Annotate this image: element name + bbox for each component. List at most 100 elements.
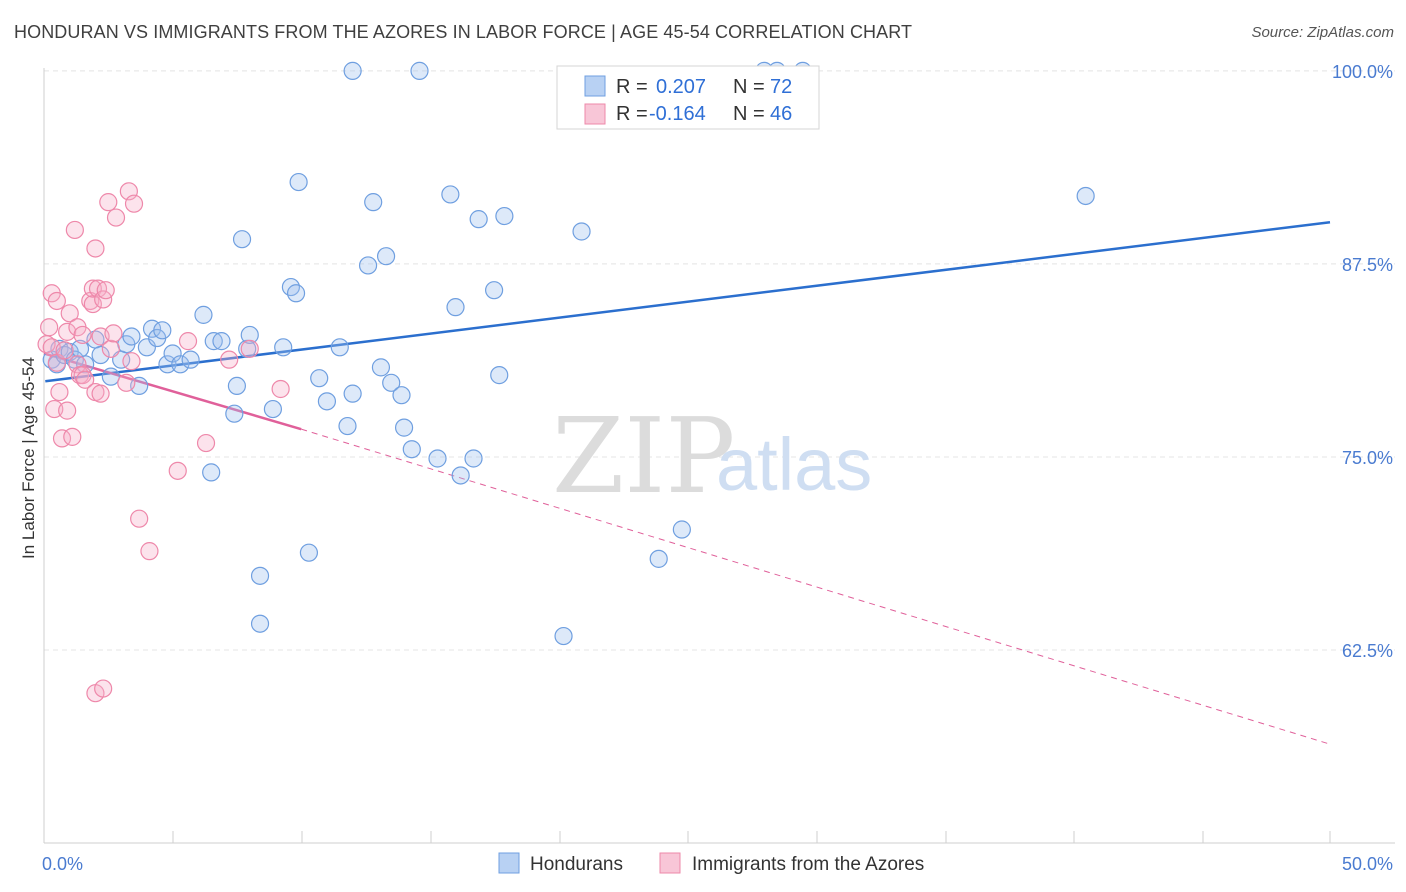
- point-azores: [91, 384, 110, 403]
- point-azores: [47, 291, 66, 311]
- point-hondurans: [181, 350, 200, 369]
- point-hondurans: [289, 172, 308, 192]
- point-hondurans: [153, 321, 172, 340]
- point-azores: [106, 208, 126, 227]
- watermark-zip: ZIP: [552, 395, 735, 517]
- point-azores: [63, 427, 82, 446]
- y-tick-label: 62.5%: [1342, 641, 1393, 661]
- point-hondurans: [76, 355, 95, 374]
- chart-title: HONDURAN VS IMMIGRANTS FROM THE AZORES I…: [14, 22, 913, 42]
- point-hondurans: [343, 61, 362, 80]
- point-hondurans: [240, 325, 259, 345]
- point-hondurans: [263, 399, 283, 419]
- point-hondurans: [554, 626, 573, 646]
- legend-n-value-2: 46: [770, 103, 792, 125]
- trendline-azores: [43, 352, 302, 431]
- point-hondurans: [91, 345, 110, 365]
- legend-n-label-1: N =: [733, 76, 765, 98]
- point-azores: [101, 339, 120, 358]
- tick-labels: 62.5% 75.0% 87.5% 100.0% 0.0% 50.0%: [42, 62, 1393, 874]
- point-azores: [88, 279, 108, 298]
- point-azores: [240, 339, 259, 358]
- point-azores: [76, 370, 95, 389]
- point-hondurans: [101, 367, 120, 386]
- point-azores: [196, 433, 216, 453]
- point-azores: [50, 382, 69, 402]
- point-azores: [104, 324, 123, 343]
- axes: [43, 68, 1395, 844]
- point-hondurans: [495, 206, 514, 226]
- point-hondurans: [428, 449, 447, 468]
- y-tick-label: 87.5%: [1342, 255, 1393, 275]
- y-tick-label: 75.0%: [1342, 448, 1393, 468]
- point-azores: [60, 304, 79, 323]
- point-hondurans: [310, 369, 329, 388]
- point-hondurans: [227, 376, 246, 396]
- y-axis-label: In Labor Force | Age 45-54: [19, 357, 38, 559]
- y-tick-label: 100.0%: [1332, 62, 1393, 82]
- point-azores: [68, 355, 87, 374]
- point-hondurans: [232, 230, 252, 249]
- point-hondurans: [672, 520, 691, 539]
- point-hondurans: [1076, 186, 1095, 206]
- stats-legend: R = 0.207 N = 72 R = -0.164 N = 46: [556, 65, 820, 130]
- point-azores: [130, 509, 149, 528]
- point-azores: [168, 461, 187, 480]
- point-hondurans: [286, 284, 306, 303]
- source-label: Source: ZipAtlas.com: [1251, 24, 1394, 41]
- point-hondurans: [330, 338, 349, 357]
- point-hondurans: [194, 305, 213, 324]
- legend-swatch-hondurans: [584, 75, 606, 97]
- point-azores: [40, 318, 59, 337]
- series-legend: Hondurans Immigrants from the Azores: [498, 852, 924, 875]
- point-azores: [96, 281, 115, 300]
- point-hondurans: [490, 365, 509, 385]
- point-hondurans: [649, 549, 668, 568]
- trendline-azores-extension: [301, 428, 1331, 745]
- point-hondurans: [158, 355, 177, 374]
- point-hondurans: [392, 386, 411, 405]
- legend-n-value-1: 72: [770, 76, 792, 98]
- point-hondurans: [364, 193, 383, 212]
- point-hondurans: [250, 566, 270, 585]
- bottom-swatch-azores: [659, 852, 681, 874]
- legend-r-label-1: R =: [616, 76, 648, 98]
- point-hondurans: [317, 392, 337, 411]
- point-hondurans: [358, 256, 378, 275]
- point-hondurans: [485, 281, 504, 300]
- watermark-atlas: atlas: [716, 423, 872, 506]
- point-hondurans: [225, 404, 244, 423]
- point-hondurans: [343, 384, 362, 403]
- point-hondurans: [402, 440, 421, 459]
- point-hondurans: [171, 355, 190, 374]
- legend-r-value-2: -0.164: [649, 103, 706, 125]
- point-azores: [58, 401, 77, 420]
- legend-r-label-2: R =: [616, 103, 648, 125]
- point-azores: [58, 322, 77, 341]
- point-hondurans: [451, 466, 470, 485]
- bottom-swatch-hondurans: [498, 852, 520, 874]
- point-azores: [94, 679, 113, 698]
- point-hondurans: [376, 247, 396, 266]
- point-hondurans: [572, 222, 591, 241]
- point-hondurans: [410, 61, 429, 80]
- point-hondurans: [371, 358, 391, 377]
- point-azores: [86, 239, 105, 258]
- point-hondurans: [464, 449, 483, 468]
- point-hondurans: [446, 298, 465, 317]
- point-hondurans: [250, 614, 270, 633]
- data-points: [37, 61, 1095, 703]
- point-hondurans: [202, 463, 221, 482]
- gridlines: [44, 70, 1395, 651]
- bottom-legend-azores: Immigrants from the Azores: [692, 854, 924, 875]
- point-azores: [271, 379, 290, 399]
- point-azores: [124, 194, 144, 213]
- point-azores: [99, 193, 118, 212]
- point-hondurans: [137, 338, 156, 357]
- point-azores: [117, 373, 136, 392]
- point-azores: [220, 350, 239, 369]
- point-azores: [55, 341, 74, 360]
- trendlines: [43, 220, 1331, 745]
- point-azores: [73, 325, 92, 345]
